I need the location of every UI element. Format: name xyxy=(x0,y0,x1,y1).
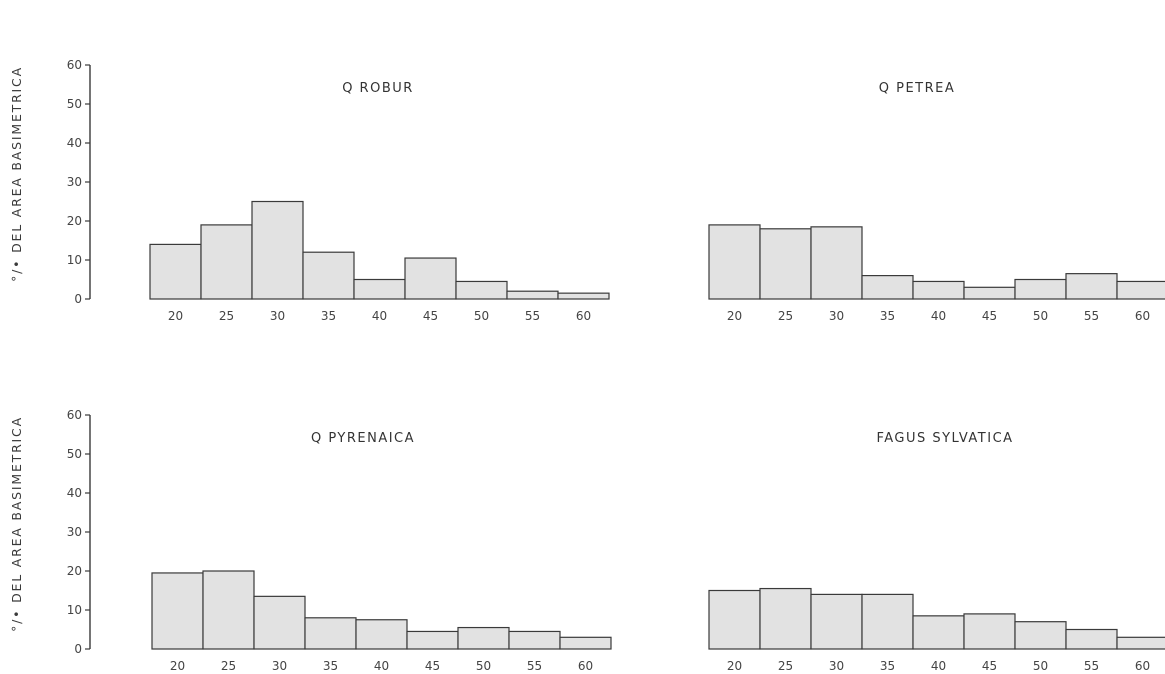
bar xyxy=(404,257,457,300)
x-tick-label: 20 xyxy=(168,309,183,323)
bar xyxy=(151,572,204,650)
bar xyxy=(353,278,406,300)
y-tick-label: 0 xyxy=(74,642,82,656)
bar xyxy=(1014,278,1067,300)
x-tick-label: 35 xyxy=(321,309,336,323)
bar xyxy=(1116,280,1165,300)
y-tick-label: 30 xyxy=(67,175,82,189)
x-tick-label: 45 xyxy=(982,659,997,673)
y-tick-label: 10 xyxy=(67,253,82,267)
x-tick-label: 40 xyxy=(931,309,946,323)
bar xyxy=(963,613,1016,650)
x-tick-label: 60 xyxy=(578,659,593,673)
bar xyxy=(457,626,510,650)
bar xyxy=(302,251,355,300)
x-tick-label: 50 xyxy=(476,659,491,673)
x-tick-label: 35 xyxy=(880,659,895,673)
y-tick-label: 60 xyxy=(67,408,82,422)
bar xyxy=(200,224,253,300)
bar xyxy=(708,589,761,650)
x-tick-label: 20 xyxy=(727,309,742,323)
x-tick-label: 40 xyxy=(931,659,946,673)
x-tick-label: 25 xyxy=(778,309,793,323)
bar xyxy=(861,593,914,650)
bar xyxy=(759,228,812,300)
bar xyxy=(304,617,357,650)
y-tick-label: 20 xyxy=(67,214,82,228)
x-tick-label: 60 xyxy=(1135,659,1150,673)
x-tick-label: 60 xyxy=(1135,309,1150,323)
bar xyxy=(1014,621,1067,650)
x-tick-label: 55 xyxy=(1084,309,1099,323)
bar xyxy=(810,226,863,300)
x-tick-label: 45 xyxy=(423,309,438,323)
panel-title: FAGUS SYLVATICA xyxy=(876,431,1013,446)
bar xyxy=(508,630,561,650)
bar xyxy=(1065,273,1118,300)
y-axis-label: °/• DEL AREA BASIMETRICA xyxy=(9,66,24,282)
bar xyxy=(251,200,304,300)
bar xyxy=(1116,636,1165,650)
bar xyxy=(506,290,559,300)
bar xyxy=(202,570,255,650)
x-tick-label: 55 xyxy=(527,659,542,673)
panel-title: Q ROBUR xyxy=(342,81,414,96)
y-tick-label: 50 xyxy=(67,447,82,461)
bar xyxy=(759,587,812,650)
bar xyxy=(1065,628,1118,650)
x-tick-label: 25 xyxy=(221,659,236,673)
x-tick-label: 40 xyxy=(372,309,387,323)
bar xyxy=(810,593,863,650)
x-tick-label: 55 xyxy=(525,309,540,323)
y-tick-label: 40 xyxy=(67,486,82,500)
x-tick-label: 40 xyxy=(374,659,389,673)
x-tick-label: 30 xyxy=(829,659,844,673)
bar xyxy=(406,630,459,650)
x-tick-label: 55 xyxy=(1084,659,1099,673)
x-tick-label: 60 xyxy=(576,309,591,323)
y-tick-label: 30 xyxy=(67,525,82,539)
y-tick-label: 50 xyxy=(67,97,82,111)
x-tick-label: 25 xyxy=(778,659,793,673)
bar xyxy=(559,636,612,650)
y-tick-label: 60 xyxy=(67,58,82,72)
y-tick-label: 20 xyxy=(67,564,82,578)
bar xyxy=(455,280,508,300)
y-tick-label: 0 xyxy=(74,292,82,306)
panel-title: Q PYRENAICA xyxy=(311,431,415,446)
y-tick-label: 40 xyxy=(67,136,82,150)
x-tick-label: 20 xyxy=(727,659,742,673)
bar xyxy=(912,280,965,300)
bar xyxy=(861,275,914,300)
bar xyxy=(557,292,610,300)
x-tick-label: 50 xyxy=(474,309,489,323)
x-tick-label: 50 xyxy=(1033,309,1048,323)
bar xyxy=(355,619,408,650)
x-tick-label: 25 xyxy=(219,309,234,323)
bar xyxy=(253,595,306,650)
panel-title: Q PETREA xyxy=(879,81,956,96)
bar xyxy=(912,615,965,650)
y-axis-label: °/• DEL AREA BASIMETRICA xyxy=(9,416,24,632)
bar xyxy=(963,286,1016,300)
x-tick-label: 30 xyxy=(272,659,287,673)
x-tick-label: 45 xyxy=(982,309,997,323)
x-tick-label: 35 xyxy=(880,309,895,323)
bar xyxy=(708,224,761,300)
x-tick-label: 35 xyxy=(323,659,338,673)
x-tick-label: 50 xyxy=(1033,659,1048,673)
x-tick-label: 30 xyxy=(270,309,285,323)
x-tick-label: 45 xyxy=(425,659,440,673)
x-tick-label: 30 xyxy=(829,309,844,323)
y-tick-label: 10 xyxy=(67,603,82,617)
x-tick-label: 20 xyxy=(170,659,185,673)
bar xyxy=(149,243,202,300)
